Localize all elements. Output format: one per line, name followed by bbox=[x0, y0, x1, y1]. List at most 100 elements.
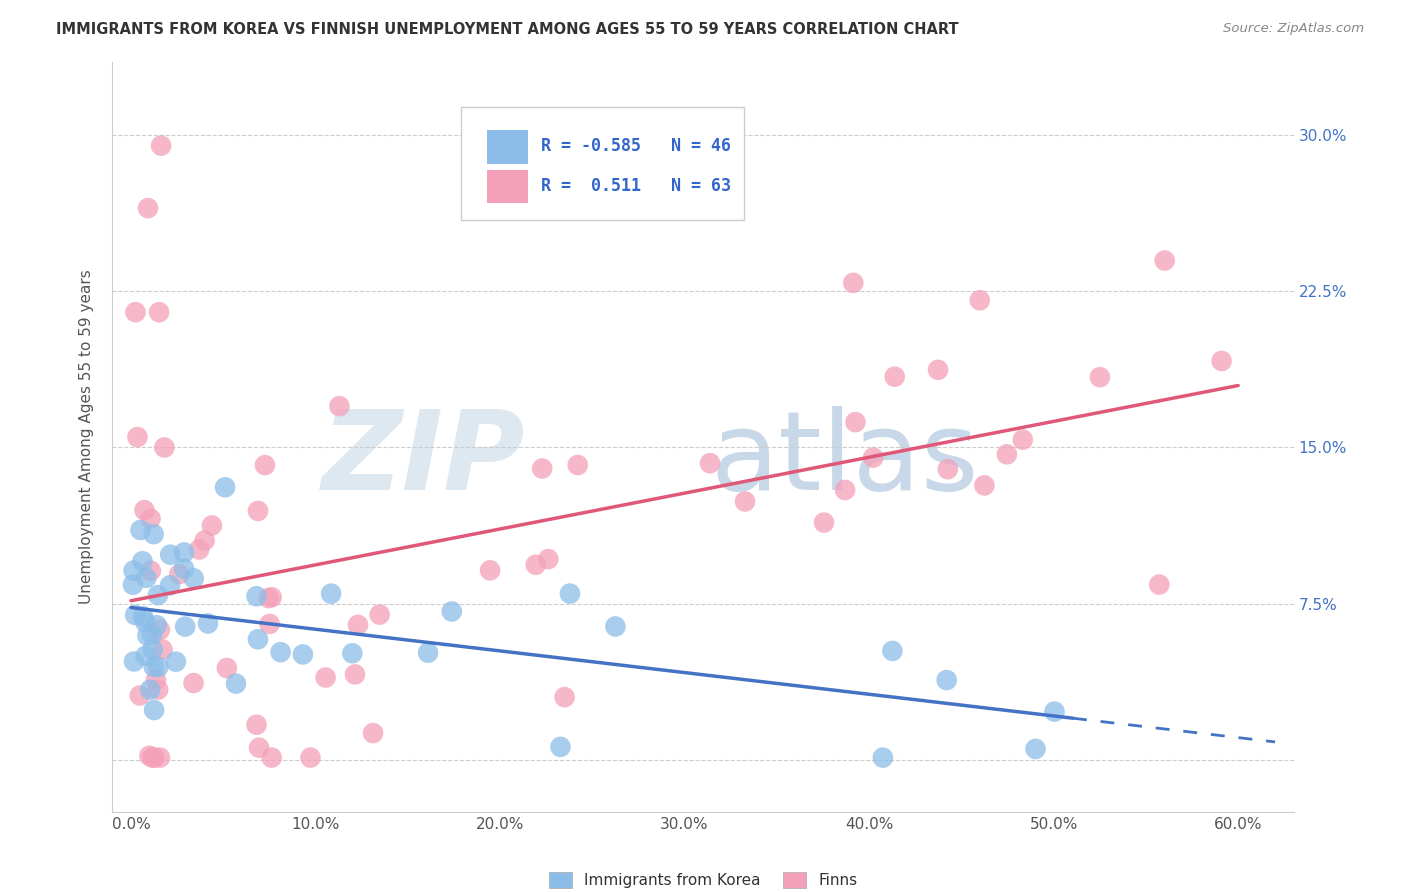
Point bbox=[844, 415, 866, 429]
Point bbox=[554, 690, 576, 705]
Point bbox=[936, 462, 959, 476]
Point bbox=[124, 305, 146, 319]
Point bbox=[143, 703, 166, 717]
Point bbox=[143, 750, 166, 764]
Point bbox=[416, 646, 439, 660]
Point bbox=[361, 726, 384, 740]
Point bbox=[1211, 354, 1233, 368]
Point bbox=[883, 369, 905, 384]
Point bbox=[567, 458, 589, 472]
Point bbox=[260, 750, 283, 764]
Point bbox=[122, 655, 145, 669]
Point bbox=[148, 660, 170, 674]
Point bbox=[291, 648, 314, 662]
Point bbox=[259, 616, 281, 631]
Point bbox=[537, 552, 560, 566]
Point bbox=[131, 554, 153, 568]
Point bbox=[550, 739, 572, 754]
Point bbox=[122, 564, 145, 578]
Point bbox=[524, 558, 547, 572]
Point bbox=[973, 478, 995, 492]
Point bbox=[605, 619, 627, 633]
Point bbox=[136, 201, 159, 215]
Point bbox=[132, 609, 155, 624]
Point bbox=[1011, 433, 1033, 447]
FancyBboxPatch shape bbox=[461, 107, 744, 219]
Point bbox=[183, 571, 205, 585]
Point bbox=[1153, 253, 1175, 268]
Point bbox=[127, 430, 149, 444]
Point bbox=[135, 648, 157, 663]
Text: atlas: atlas bbox=[710, 406, 979, 513]
Point bbox=[142, 660, 165, 674]
Point bbox=[328, 399, 350, 413]
Point bbox=[245, 717, 267, 731]
Point bbox=[257, 591, 280, 605]
Point bbox=[135, 571, 157, 585]
Point bbox=[183, 676, 205, 690]
Point bbox=[1088, 370, 1111, 384]
Point bbox=[197, 616, 219, 631]
Point bbox=[531, 461, 554, 475]
Point bbox=[173, 545, 195, 559]
Point bbox=[245, 589, 267, 603]
Point bbox=[142, 642, 165, 657]
Point bbox=[139, 511, 162, 525]
Point bbox=[167, 567, 190, 582]
Point bbox=[882, 644, 904, 658]
Point bbox=[343, 667, 366, 681]
Point bbox=[165, 655, 187, 669]
Point bbox=[299, 750, 322, 764]
Point bbox=[834, 483, 856, 497]
Point bbox=[225, 676, 247, 690]
Point bbox=[148, 305, 170, 319]
Point bbox=[813, 516, 835, 530]
Point bbox=[214, 480, 236, 494]
Point bbox=[347, 618, 370, 632]
Text: IMMIGRANTS FROM KOREA VS FINNISH UNEMPLOYMENT AMONG AGES 55 TO 59 YEARS CORRELAT: IMMIGRANTS FROM KOREA VS FINNISH UNEMPLO… bbox=[56, 22, 959, 37]
Point bbox=[935, 673, 957, 687]
Point bbox=[141, 750, 163, 764]
Point bbox=[321, 587, 343, 601]
Point bbox=[128, 689, 150, 703]
Point bbox=[122, 578, 145, 592]
Point bbox=[246, 632, 269, 647]
Point bbox=[342, 646, 364, 660]
Point bbox=[134, 615, 156, 630]
Point bbox=[253, 458, 276, 472]
Point bbox=[969, 293, 991, 308]
Point bbox=[260, 591, 283, 605]
Point bbox=[136, 629, 159, 643]
Point bbox=[1149, 577, 1171, 591]
Point bbox=[139, 682, 162, 697]
Point bbox=[188, 542, 211, 557]
Point bbox=[124, 607, 146, 622]
Point bbox=[194, 533, 217, 548]
Point bbox=[734, 494, 756, 508]
Point bbox=[152, 642, 174, 657]
Point bbox=[699, 456, 721, 470]
Text: R = -0.585   N = 46: R = -0.585 N = 46 bbox=[541, 137, 731, 155]
Text: ZIP: ZIP bbox=[322, 406, 526, 513]
Point bbox=[440, 605, 463, 619]
Point bbox=[141, 627, 163, 641]
Point bbox=[842, 276, 865, 290]
Point bbox=[247, 504, 270, 518]
Point bbox=[1043, 705, 1066, 719]
Point bbox=[558, 586, 581, 600]
Point bbox=[149, 623, 172, 637]
Point bbox=[145, 673, 167, 687]
Point bbox=[159, 548, 181, 562]
Point bbox=[150, 138, 173, 153]
Point bbox=[173, 562, 195, 576]
Point bbox=[139, 564, 162, 578]
Point bbox=[138, 748, 160, 763]
Text: Source: ZipAtlas.com: Source: ZipAtlas.com bbox=[1223, 22, 1364, 36]
Point bbox=[201, 518, 224, 533]
Point bbox=[146, 618, 169, 632]
Point bbox=[872, 750, 894, 764]
Point bbox=[142, 527, 165, 541]
Point bbox=[149, 750, 172, 764]
Point bbox=[159, 578, 181, 592]
Point bbox=[995, 447, 1018, 461]
